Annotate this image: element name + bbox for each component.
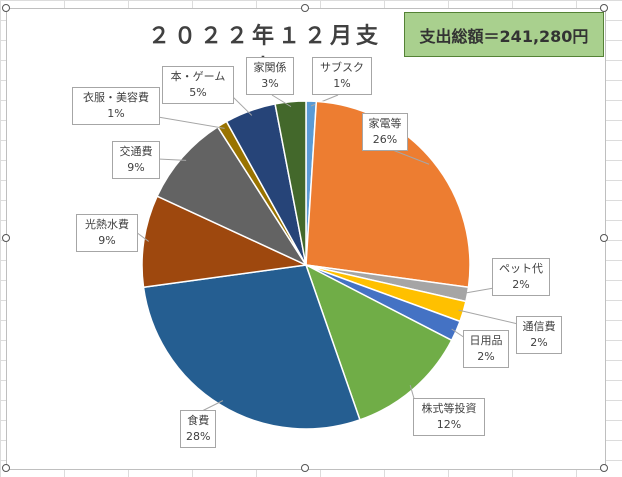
data-label-name: 本・ゲーム bbox=[170, 70, 226, 83]
data-label-name: サブスク bbox=[320, 61, 364, 74]
total-expense-box[interactable]: 支出総額＝241,280円 bbox=[404, 12, 604, 57]
data-label[interactable]: 家電等 26% bbox=[362, 113, 408, 151]
data-label[interactable]: 家関係 3% bbox=[246, 57, 294, 95]
pie-slice[interactable] bbox=[305, 100, 471, 289]
data-label-percent: 9% bbox=[127, 161, 145, 174]
data-label[interactable]: 本・ゲーム 5% bbox=[162, 66, 234, 104]
data-label-percent: 2% bbox=[530, 336, 548, 349]
resize-handle-bottom-left[interactable] bbox=[2, 464, 10, 472]
data-label[interactable]: 交通費 9% bbox=[112, 141, 160, 179]
leader-line bbox=[135, 231, 149, 242]
data-label-name: 交通費 bbox=[119, 145, 153, 158]
data-label-name: 家電等 bbox=[368, 117, 402, 130]
resize-handle-top-right[interactable] bbox=[600, 4, 608, 12]
data-label-percent: 9% bbox=[98, 234, 116, 247]
resize-handle-top-center[interactable] bbox=[301, 4, 309, 12]
resize-handle-middle-right[interactable] bbox=[600, 234, 608, 242]
data-label-name: 食費 bbox=[187, 414, 210, 427]
resize-handle-bottom-center[interactable] bbox=[301, 464, 309, 472]
data-label[interactable]: 衣服・美容費 1% bbox=[72, 87, 160, 125]
data-label-percent: 12% bbox=[436, 418, 462, 431]
data-label-percent: 2% bbox=[512, 278, 530, 291]
pie-slice[interactable] bbox=[142, 264, 361, 430]
leader-line bbox=[451, 328, 466, 339]
data-label[interactable]: 通信費 2% bbox=[516, 316, 562, 354]
data-label-name: 家関係 bbox=[253, 61, 287, 74]
data-label-name: 通信費 bbox=[522, 320, 556, 333]
data-label-percent: 3% bbox=[261, 77, 279, 90]
data-label-name: 日用品 bbox=[469, 334, 503, 347]
data-label[interactable]: サブスク 1% bbox=[312, 57, 372, 95]
leader-line bbox=[157, 116, 225, 129]
data-label[interactable]: 日用品 2% bbox=[463, 330, 509, 368]
data-label-name: ペット代 bbox=[499, 262, 543, 275]
leader-line bbox=[458, 309, 519, 325]
data-label-percent: 1% bbox=[333, 77, 351, 90]
data-label[interactable]: 食費 28% bbox=[180, 410, 217, 448]
data-label[interactable]: 株式等投資 12% bbox=[413, 398, 485, 436]
pie-slice[interactable] bbox=[274, 100, 307, 266]
pie-slice[interactable] bbox=[141, 195, 309, 289]
data-label-percent: 5% bbox=[189, 86, 207, 99]
resize-handle-top-left[interactable] bbox=[2, 4, 10, 12]
data-label-name: 光熱水費 bbox=[85, 218, 129, 231]
leader-line bbox=[231, 95, 253, 116]
data-label-percent: 2% bbox=[477, 350, 495, 363]
leader-line bbox=[157, 158, 187, 161]
data-label-percent: 28% bbox=[186, 430, 211, 443]
data-label-name: 衣服・美容費 bbox=[83, 91, 149, 104]
data-label[interactable]: 光熱水費 9% bbox=[76, 214, 138, 252]
leader-line bbox=[462, 287, 495, 294]
resize-handle-middle-left[interactable] bbox=[2, 234, 10, 242]
data-label-percent: 1% bbox=[107, 107, 125, 120]
data-label[interactable]: ペット代 2% bbox=[492, 258, 550, 296]
data-label-name: 株式等投資 bbox=[421, 402, 477, 415]
pie-slice[interactable] bbox=[304, 263, 453, 421]
resize-handle-bottom-right[interactable] bbox=[600, 464, 608, 472]
data-label-percent: 26% bbox=[372, 133, 398, 146]
pie-slice[interactable] bbox=[156, 125, 309, 267]
leader-line bbox=[271, 94, 292, 108]
